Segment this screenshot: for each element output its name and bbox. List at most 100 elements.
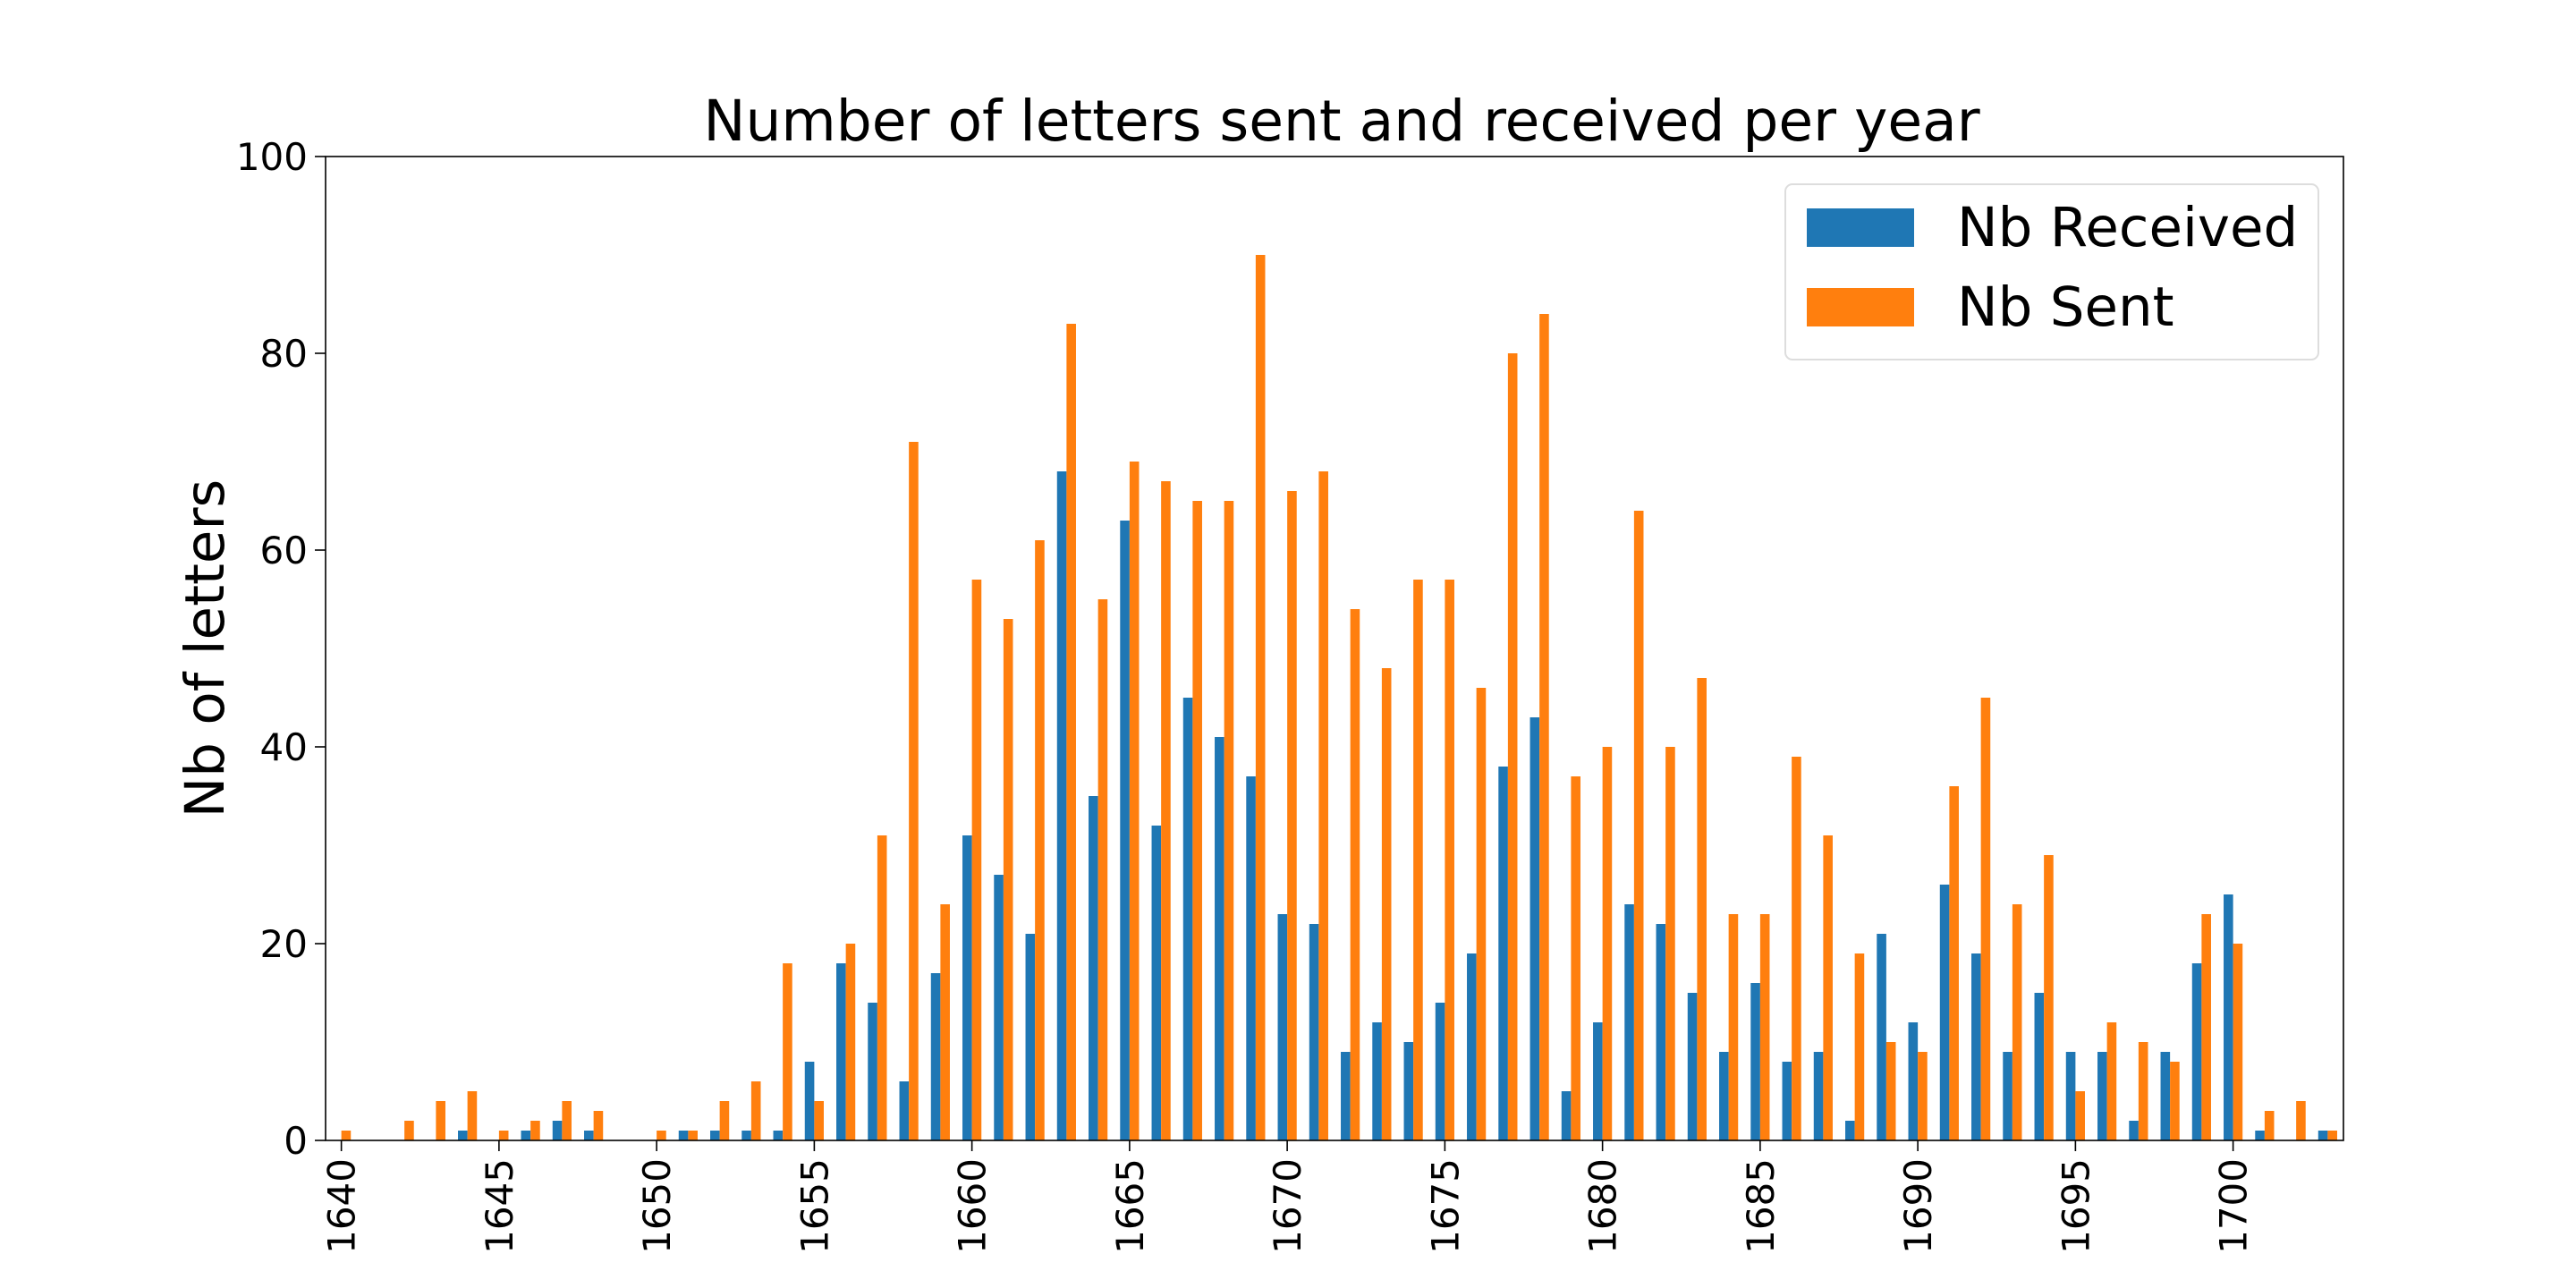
legend: Nb Received Nb Sent bbox=[1784, 183, 2319, 360]
y-tick-label-80: 80 bbox=[260, 332, 308, 376]
bar-nb-received-1685 bbox=[1750, 983, 1760, 1140]
x-tick-label-1650: 1650 bbox=[635, 1158, 679, 1254]
bar-nb-received-1696 bbox=[2097, 1052, 2107, 1140]
bar-nb-received-1697 bbox=[2129, 1121, 2139, 1140]
bar-nb-sent-1662 bbox=[1035, 540, 1045, 1140]
bar-nb-sent-1695 bbox=[2075, 1091, 2085, 1140]
bar-nb-sent-1679 bbox=[1571, 776, 1580, 1140]
bar-nb-received-1660 bbox=[962, 835, 972, 1140]
y-tick-label-40: 40 bbox=[260, 725, 308, 769]
bar-nb-sent-1701 bbox=[2264, 1111, 2275, 1140]
bar-nb-sent-1648 bbox=[593, 1111, 604, 1140]
y-tick-label-60: 60 bbox=[260, 529, 308, 572]
bar-nb-sent-1651 bbox=[688, 1131, 698, 1140]
bar-nb-sent-1664 bbox=[1097, 599, 1108, 1140]
bar-nb-sent-1692 bbox=[1980, 698, 1991, 1140]
bar-nb-sent-1653 bbox=[750, 1081, 761, 1140]
bar-nb-sent-1656 bbox=[845, 944, 856, 1140]
x-tick-label-1670: 1670 bbox=[1266, 1158, 1309, 1254]
bar-nb-received-1665 bbox=[1120, 521, 1130, 1140]
bar-nb-received-1679 bbox=[1561, 1091, 1572, 1140]
bar-nb-received-1695 bbox=[2065, 1052, 2076, 1140]
bar-nb-received-1674 bbox=[1403, 1042, 1414, 1140]
bar-nb-received-1651 bbox=[678, 1131, 689, 1140]
bar-nb-sent-1658 bbox=[909, 442, 919, 1140]
bar-nb-sent-1657 bbox=[877, 835, 887, 1140]
bar-nb-received-1688 bbox=[1845, 1121, 1855, 1140]
bar-nb-received-1673 bbox=[1372, 1022, 1382, 1140]
bar-nb-sent-1665 bbox=[1129, 462, 1140, 1140]
bar-nb-received-1693 bbox=[2003, 1052, 2012, 1140]
x-tick-label-1685: 1685 bbox=[1739, 1158, 1783, 1254]
x-tick-label-1695: 1695 bbox=[2054, 1158, 2097, 1254]
bar-nb-received-1689 bbox=[1877, 934, 1886, 1140]
bar-nb-received-1648 bbox=[584, 1131, 594, 1140]
bar-nb-sent-1693 bbox=[2012, 904, 2022, 1140]
bar-nb-sent-1669 bbox=[1255, 255, 1266, 1140]
bar-nb-sent-1683 bbox=[1697, 678, 1707, 1140]
bar-nb-received-1690 bbox=[1908, 1022, 1919, 1140]
bar-nb-received-1655 bbox=[804, 1062, 815, 1140]
bar-nb-sent-1663 bbox=[1066, 324, 1076, 1140]
bar-nb-sent-1670 bbox=[1287, 491, 1297, 1140]
bar-nb-sent-1661 bbox=[1003, 619, 1013, 1140]
bar-nb-received-1678 bbox=[1530, 717, 1540, 1140]
bar-nb-sent-1672 bbox=[1350, 609, 1360, 1140]
bar-nb-sent-1647 bbox=[562, 1101, 572, 1140]
bar-nb-sent-1699 bbox=[2201, 914, 2211, 1140]
bar-nb-received-1692 bbox=[1971, 953, 1981, 1140]
bar-nb-sent-1682 bbox=[1665, 747, 1675, 1140]
bar-nb-sent-1671 bbox=[1318, 471, 1328, 1140]
bar-nb-sent-1674 bbox=[1413, 580, 1423, 1140]
legend-label-sent: Nb Sent bbox=[1957, 275, 2174, 339]
bar-nb-sent-1644 bbox=[467, 1091, 478, 1140]
bar-nb-sent-1640 bbox=[341, 1131, 352, 1140]
bar-nb-received-1676 bbox=[1467, 953, 1477, 1140]
bar-nb-received-1646 bbox=[521, 1131, 531, 1140]
x-tick-label-1675: 1675 bbox=[1423, 1158, 1467, 1254]
bar-nb-received-1700 bbox=[2224, 894, 2233, 1140]
x-tick-label-1690: 1690 bbox=[1896, 1158, 1940, 1254]
bar-nb-received-1666 bbox=[1151, 826, 1162, 1140]
bar-nb-received-1669 bbox=[1246, 776, 1256, 1140]
legend-swatch-received bbox=[1807, 208, 1914, 247]
bar-nb-sent-1677 bbox=[1507, 353, 1518, 1140]
x-tick-label-1655: 1655 bbox=[792, 1158, 836, 1254]
bar-nb-received-1670 bbox=[1277, 914, 1288, 1140]
bar-nb-received-1653 bbox=[741, 1131, 751, 1140]
bar-nb-sent-1694 bbox=[2044, 855, 2054, 1140]
bar-nb-sent-1654 bbox=[783, 963, 792, 1140]
bar-nb-sent-1646 bbox=[530, 1121, 540, 1140]
bars-group bbox=[341, 255, 2337, 1140]
bar-nb-sent-1676 bbox=[1476, 688, 1487, 1140]
bar-nb-received-1683 bbox=[1687, 993, 1698, 1140]
bar-nb-received-1694 bbox=[2034, 993, 2045, 1140]
y-axis-label: Nb of letters bbox=[174, 479, 237, 818]
x-tick-label-1665: 1665 bbox=[1108, 1158, 1152, 1254]
bar-nb-received-1682 bbox=[1656, 924, 1666, 1140]
bar-nb-sent-1659 bbox=[940, 904, 950, 1140]
chart-title: Number of letters sent and received per … bbox=[703, 89, 1979, 154]
bar-nb-sent-1696 bbox=[2106, 1022, 2117, 1140]
bar-nb-sent-1666 bbox=[1161, 481, 1171, 1140]
bar-nb-received-1668 bbox=[1215, 737, 1224, 1140]
bar-nb-received-1671 bbox=[1309, 924, 1319, 1140]
bar-nb-sent-1667 bbox=[1192, 501, 1202, 1140]
legend-box bbox=[1784, 183, 2319, 360]
y-axis-ticks: 0 20 40 60 80 100 bbox=[236, 135, 326, 1163]
bar-nb-sent-1643 bbox=[436, 1101, 445, 1140]
bar-nb-received-1684 bbox=[1719, 1052, 1729, 1140]
bar-nb-received-1703 bbox=[2318, 1131, 2328, 1140]
x-tick-label-1645: 1645 bbox=[478, 1158, 521, 1254]
x-tick-label-1680: 1680 bbox=[1581, 1158, 1625, 1254]
bar-nb-received-1656 bbox=[836, 963, 846, 1140]
y-tick-label-100: 100 bbox=[236, 135, 308, 179]
bar-nb-sent-1678 bbox=[1539, 314, 1549, 1140]
legend-swatch-sent bbox=[1807, 288, 1914, 326]
bar-nb-sent-1684 bbox=[1728, 914, 1739, 1140]
bar-nb-sent-1675 bbox=[1445, 580, 1454, 1140]
plot-area-frame bbox=[325, 156, 2344, 1141]
bar-nb-sent-1686 bbox=[1792, 757, 1801, 1140]
y-tick-label-0: 0 bbox=[284, 1119, 308, 1163]
